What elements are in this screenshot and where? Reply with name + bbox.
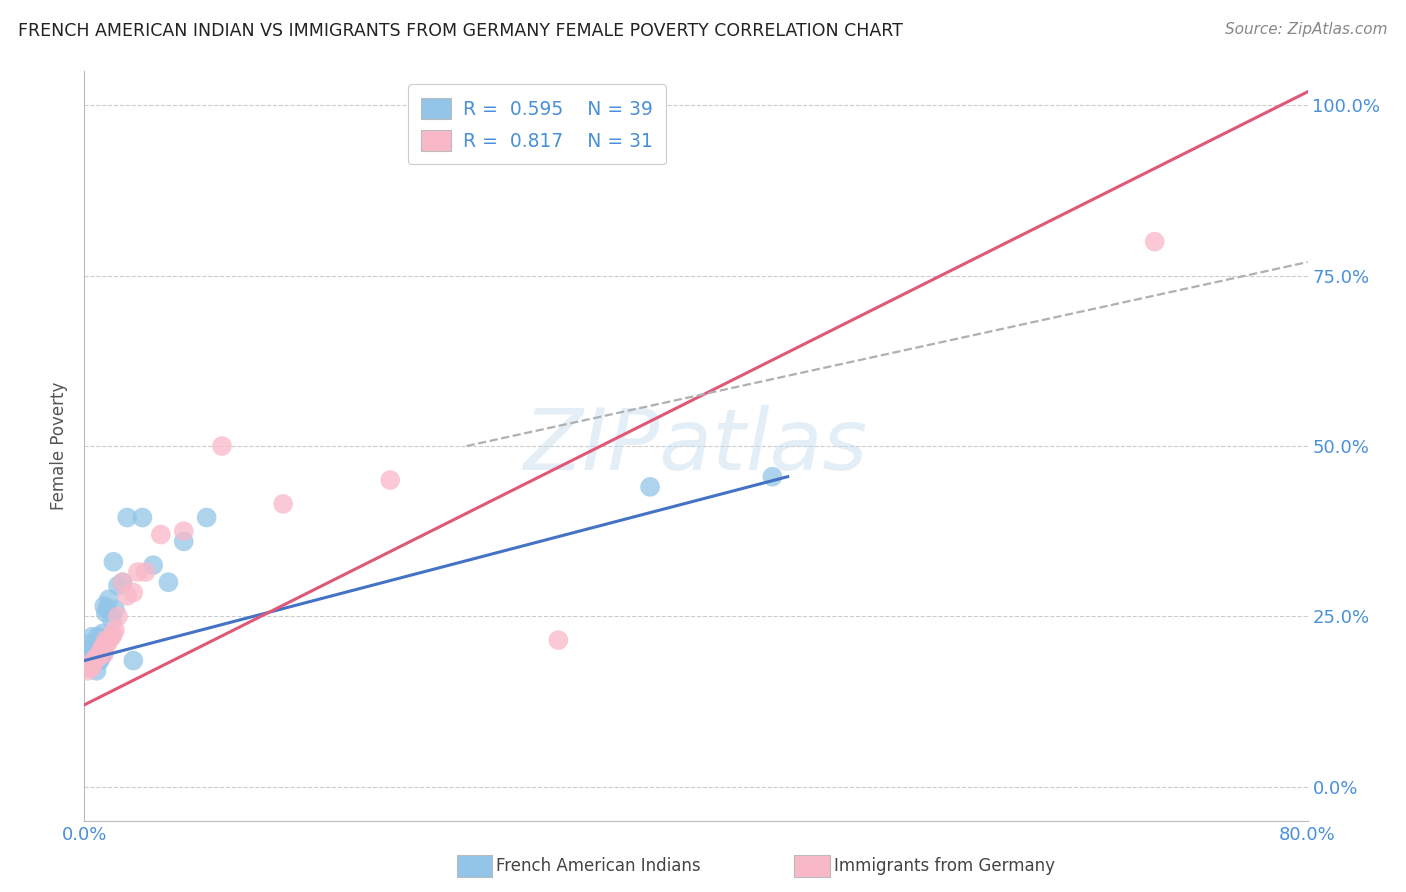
Point (91, 626, 114, 640)
Point (157, 575, 180, 590)
Text: Immigrants from Germany: Immigrants from Germany (834, 857, 1054, 875)
Point (127, 565, 149, 579)
Point (211, 439, 233, 453)
Point (77, 660, 100, 674)
Point (76, 657, 98, 671)
Point (75, 650, 97, 665)
Point (101, 630, 124, 644)
Point (86, 664, 108, 678)
Legend: R =  0.595    N = 39, R =  0.817    N = 31: R = 0.595 N = 39, R = 0.817 N = 31 (408, 85, 665, 164)
Point (87, 650, 110, 665)
Point (93, 599, 115, 613)
Point (104, 602, 127, 616)
Point (80, 630, 103, 644)
Point (173, 524, 195, 538)
Point (111, 575, 134, 590)
Point (77, 660, 100, 674)
Point (91, 647, 114, 661)
Point (94, 633, 117, 648)
Point (76, 664, 98, 678)
Point (83, 654, 105, 668)
Point (122, 585, 145, 599)
Point (90, 643, 112, 657)
Point (87, 654, 110, 668)
Point (86, 650, 108, 665)
Point (90, 650, 112, 665)
Y-axis label: Female Poverty: Female Poverty (51, 382, 69, 510)
Point (115, 589, 138, 603)
Point (547, 633, 569, 648)
Point (84, 640, 107, 654)
Point (79, 636, 101, 650)
Point (761, 469, 783, 483)
Text: ZIPatlas: ZIPatlas (524, 404, 868, 488)
Point (91, 640, 114, 654)
Text: French American Indians: French American Indians (496, 857, 702, 875)
Point (1143, 235, 1166, 249)
Point (111, 575, 134, 590)
Point (135, 565, 157, 579)
Point (87, 630, 110, 644)
Point (79, 657, 101, 671)
Point (89, 647, 111, 661)
Point (98, 630, 121, 644)
Point (80, 647, 103, 661)
Point (94, 606, 117, 620)
Point (271, 497, 294, 511)
Point (80, 660, 103, 674)
Point (101, 613, 124, 627)
Point (122, 654, 145, 668)
Point (84, 654, 107, 668)
Point (77, 643, 100, 657)
Point (115, 510, 138, 524)
Point (96, 636, 118, 650)
Point (96, 602, 118, 616)
Point (89, 636, 111, 650)
Point (107, 609, 129, 624)
Point (380, 473, 402, 487)
Point (90, 633, 112, 648)
Point (86, 643, 108, 657)
Point (173, 534, 195, 549)
Text: Source: ZipAtlas.com: Source: ZipAtlas.com (1225, 22, 1388, 37)
Point (97, 592, 120, 607)
Point (195, 510, 218, 524)
Point (107, 579, 129, 593)
Point (638, 480, 661, 494)
Point (142, 558, 165, 573)
Point (97, 633, 120, 648)
Point (89, 654, 111, 668)
Point (84, 647, 107, 661)
Point (83, 654, 105, 668)
Point (149, 527, 172, 541)
Point (104, 623, 127, 637)
Point (93, 647, 115, 661)
Point (103, 555, 125, 569)
Point (131, 510, 153, 524)
Text: FRENCH AMERICAN INDIAN VS IMMIGRANTS FROM GERMANY FEMALE POVERTY CORRELATION CHA: FRENCH AMERICAN INDIAN VS IMMIGRANTS FRO… (18, 22, 903, 40)
Point (103, 626, 125, 640)
